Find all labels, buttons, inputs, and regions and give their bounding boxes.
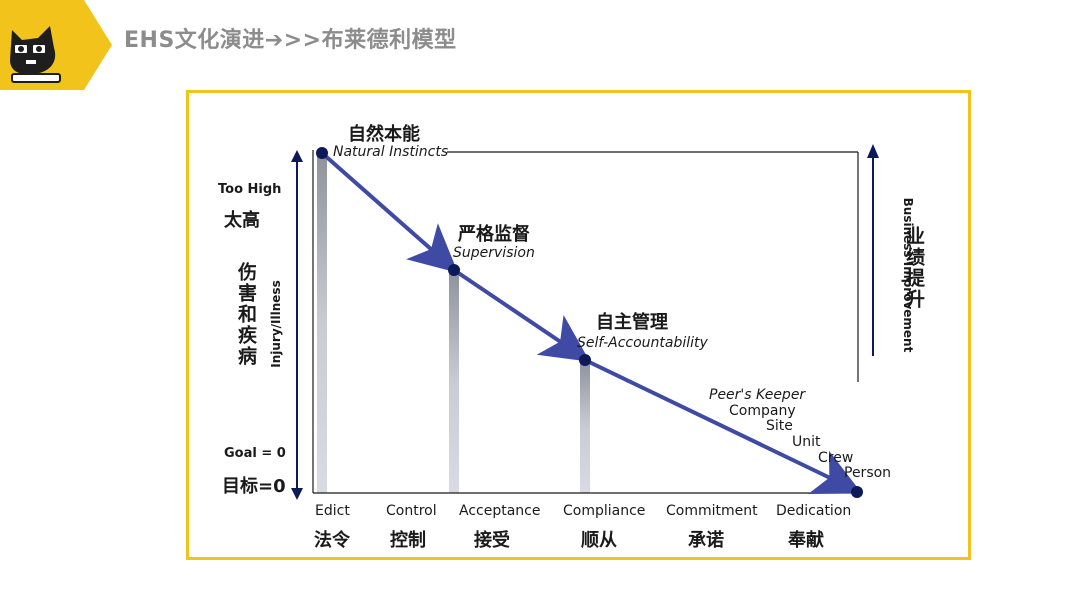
stage-self-cn: 自主管理	[596, 312, 668, 333]
injury-en-label: Injury/Illness	[269, 280, 283, 368]
diagram-frame	[186, 90, 971, 560]
keeper-item: Peer's Keeper	[709, 387, 806, 403]
keeper-item: Site	[766, 418, 793, 434]
bottom-label-en: Compliance	[563, 503, 646, 519]
keeper-item: Company	[729, 403, 796, 419]
stage-bar-self	[580, 362, 590, 493]
bottom-label-en: Dedication	[776, 503, 852, 519]
stage-supervision-cn: 严格监督	[458, 224, 530, 245]
cat-mascot-icon	[10, 26, 61, 83]
stage-natural-en: Natural Instincts	[333, 144, 449, 160]
too-high-cn: 太高	[224, 210, 260, 231]
bottom-label-cn: 法令	[314, 530, 350, 551]
too-high-en: Too High	[218, 182, 282, 197]
stage-supervision-en: Supervision	[453, 245, 535, 261]
stage-bar-supervision	[449, 272, 459, 493]
bottom-label-en: Acceptance	[459, 503, 541, 519]
node-supervision	[448, 264, 460, 276]
node-natural	[316, 147, 328, 159]
stage-bar-natural	[317, 155, 327, 493]
curve-segment-1	[320, 151, 459, 273]
bottom-label-en: Commitment	[666, 503, 758, 519]
bottom-label-en: Control	[386, 503, 437, 519]
bottom-label-cn: 控制	[390, 530, 426, 551]
keeper-item: Person	[844, 465, 892, 481]
bottom-label-cn: 顺从	[581, 530, 617, 551]
bottom-label-cn: 接受	[474, 530, 510, 551]
stage-self-en: Self-Accountability	[577, 335, 708, 351]
stage-natural-cn: 自然本能	[348, 124, 420, 145]
logo-tab	[0, 0, 112, 90]
node-self	[579, 354, 591, 366]
curve-segment-2	[452, 268, 590, 362]
slide-title: EHS文化演进➔>>布莱德利模型	[124, 28, 457, 53]
keeper-item: Crew	[818, 450, 854, 466]
goal-en: Goal = 0	[224, 446, 286, 461]
curve-segment-3	[584, 358, 862, 495]
node-person	[851, 486, 863, 498]
injury-cn-label: 伤害和疾病	[235, 262, 257, 367]
bottom-label-cn: 承诺	[688, 530, 724, 551]
keeper-item: Unit	[792, 434, 821, 450]
bottom-label-cn: 奉献	[788, 530, 824, 551]
business-cn-label: 业绩提升	[903, 226, 925, 310]
goal-cn: 目标=0	[222, 476, 286, 497]
bottom-label-en: Edict	[315, 503, 350, 519]
